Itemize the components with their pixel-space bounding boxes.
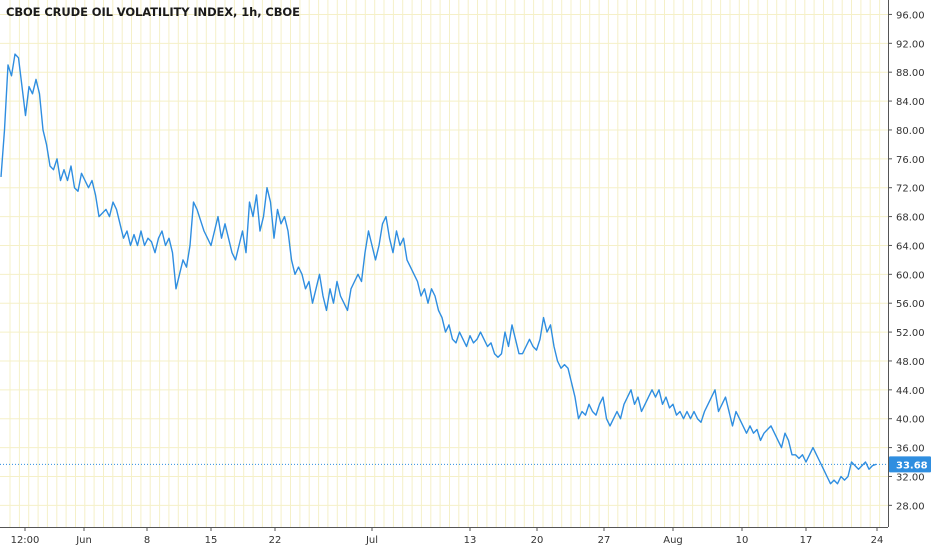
labels: 28.00 32.00 36.00 40.00 44.00 48.00 52.00 56.00…: [11, 10, 931, 546]
y-tick-label: 36.00: [896, 444, 925, 455]
x-tick-label: Jun: [75, 535, 92, 546]
chart-title: CBOE CRUDE OIL VOLATILITY INDEX, 1h, CBO…: [6, 5, 300, 19]
y-tick-label: 32.00: [896, 472, 925, 483]
y-tick-label: 72.00: [896, 184, 925, 195]
x-tick-label: 12:00: [11, 535, 40, 546]
y-tick-label: 88.00: [896, 68, 925, 79]
x-tick-label: Aug: [663, 535, 683, 546]
axes: [0, 0, 892, 531]
y-tick-label: 60.00: [896, 270, 925, 281]
x-tick-label: 10: [736, 535, 749, 546]
x-tick-label: 24: [871, 535, 884, 546]
y-tick-label: 96.00: [896, 10, 925, 21]
price-line: [0, 53, 877, 485]
y-tick-label: 56.00: [896, 299, 925, 310]
x-tick-label: Jul: [365, 535, 378, 546]
x-tick-label: 15: [205, 535, 218, 546]
y-tick-label: 44.00: [896, 386, 925, 397]
x-tick-label: 17: [800, 535, 813, 546]
y-tick-label: 76.00: [896, 155, 925, 166]
last-price-label: 33.68: [896, 460, 928, 471]
y-tick-label: 28.00: [896, 501, 925, 512]
y-tick-label: 80.00: [896, 126, 925, 137]
x-tick-label: 8: [144, 535, 150, 546]
y-tick-label: 92.00: [896, 39, 925, 50]
y-tick-label: 48.00: [896, 357, 925, 368]
y-tick-label: 68.00: [896, 213, 925, 224]
x-tick-label: 13: [464, 535, 477, 546]
series: [0, 53, 888, 485]
y-tick-label: 64.00: [896, 241, 925, 252]
y-tick-label: 52.00: [896, 328, 925, 339]
y-tick-label: 84.00: [896, 97, 925, 108]
y-tick-label: 40.00: [896, 415, 925, 426]
last-price-badge: [889, 456, 931, 473]
x-tick-label: 27: [598, 535, 611, 546]
x-tick-label: 20: [531, 535, 544, 546]
x-tick-label: 22: [269, 535, 282, 546]
grid: [0, 0, 888, 527]
